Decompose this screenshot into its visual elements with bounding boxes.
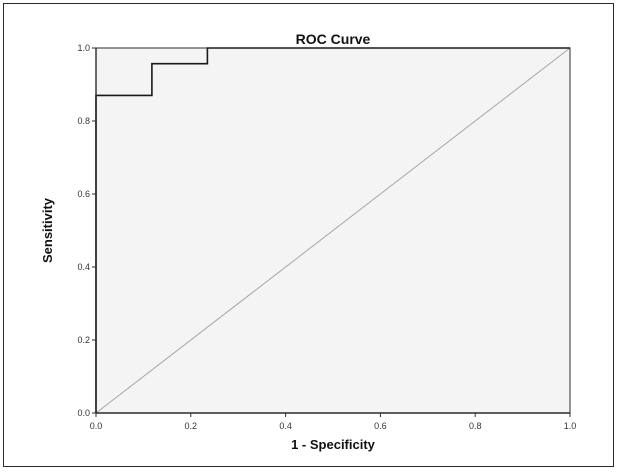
y-tick-label: 0.4 (77, 262, 90, 272)
y-tick-label: 0.6 (77, 189, 90, 199)
x-tick-label: 1.0 (564, 421, 577, 431)
y-axis-label: Sensitivity (40, 197, 55, 263)
x-tick-label: 0.0 (90, 421, 103, 431)
y-tick-label: 1.0 (77, 43, 90, 53)
chart-frame: 0.0 0.2 0.4 0.6 0.8 1.0 0.0 0.2 0.4 0.6 0.8 1.0 RO… (3, 3, 614, 467)
axes (95, 48, 570, 414)
x-tick-label: 0.4 (279, 421, 292, 431)
x-tick-label: 0.8 (469, 421, 482, 431)
x-axis-ticks: 0.0 0.2 0.4 0.6 0.8 1.0 (90, 413, 577, 431)
y-axis-ticks: 0.0 0.2 0.4 0.6 0.8 1.0 (77, 43, 96, 418)
y-tick-label: 0.0 (77, 408, 90, 418)
chart-title: ROC Curve (296, 31, 371, 47)
x-tick-label: 0.6 (374, 421, 387, 431)
roc-chart: 0.0 0.2 0.4 0.6 0.8 1.0 0.0 0.2 0.4 0.6 0.8 1.0 RO… (40, 31, 577, 452)
x-tick-label: 0.2 (185, 421, 198, 431)
x-axis-label: 1 - Specificity (291, 437, 376, 452)
reference-diagonal-line (95, 47, 571, 414)
y-tick-label: 0.2 (77, 335, 90, 345)
y-tick-label: 0.8 (77, 116, 90, 126)
